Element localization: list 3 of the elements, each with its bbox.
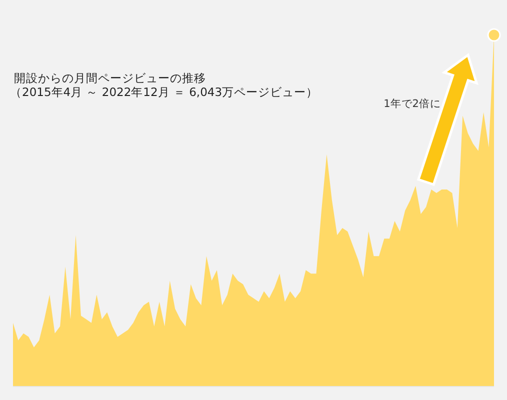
subtitle: （2015年4月 ～ 2022年12月 ＝ 6,043万ページビュー） (10, 85, 318, 99)
title: 開設からの月間ページビューの推移 (14, 71, 206, 85)
annotation: 1年で2倍に (384, 98, 441, 110)
